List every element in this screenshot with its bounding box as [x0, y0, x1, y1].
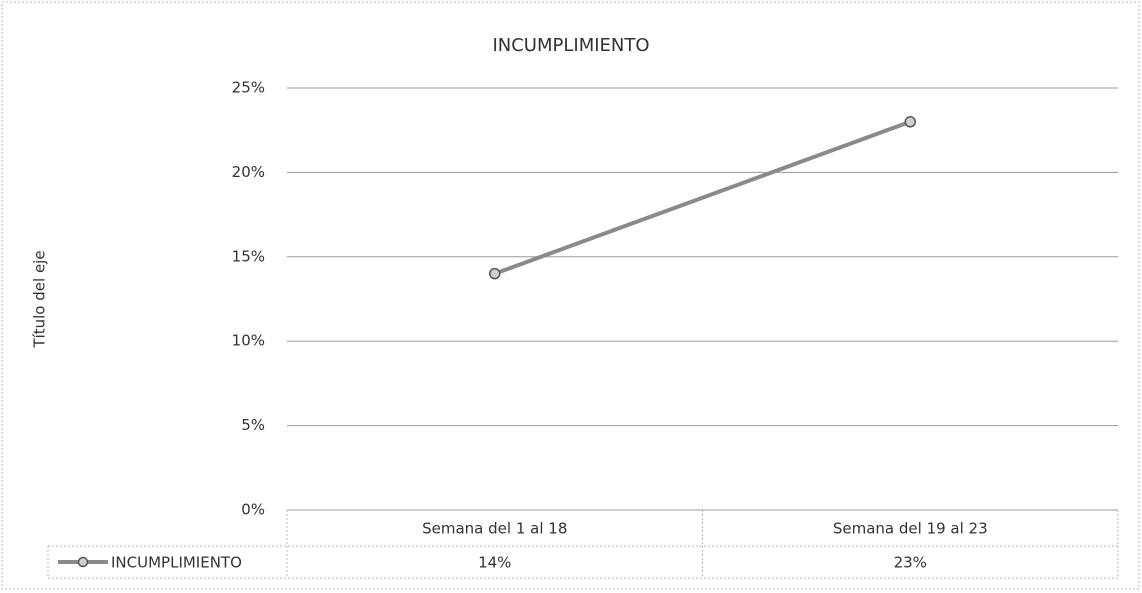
legend-label: INCUMPLIMIENTO — [111, 554, 242, 572]
y-tick-label: 15% — [232, 247, 265, 265]
y-tick-label: 20% — [232, 163, 265, 181]
x-tick-label: Semana del 19 al 23 — [833, 520, 988, 538]
chart-title: INCUMPLIMIENTO — [492, 35, 649, 56]
point-marker — [904, 116, 916, 128]
y-tick-label: 25% — [232, 79, 265, 97]
y-axis-label: Título del eje — [31, 250, 49, 348]
legend-marker — [77, 556, 89, 568]
data-table-value: 14% — [478, 554, 511, 572]
series-line — [494, 119, 911, 276]
data-table-value: 23% — [894, 554, 927, 572]
y-tick-label: 5% — [241, 416, 265, 434]
x-tick-label: Semana del 1 al 18 — [422, 520, 567, 538]
y-tick-label: 10% — [232, 332, 265, 350]
y-tick-label: 0% — [241, 501, 265, 519]
point-marker — [489, 267, 501, 280]
